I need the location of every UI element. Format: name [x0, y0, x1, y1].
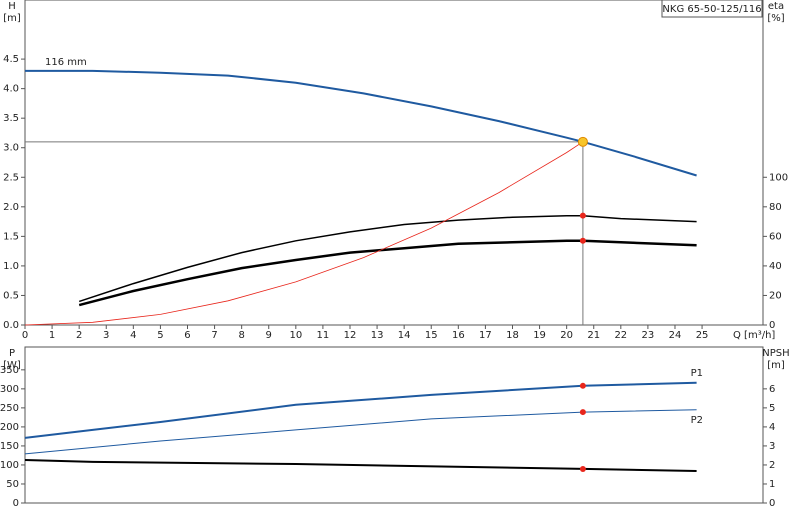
y-tick-label: 350 [0, 365, 19, 376]
y2-tick-label: 6 [769, 384, 775, 395]
y-tick-label: 1.5 [3, 231, 19, 242]
y2-tick-label: 1 [769, 479, 775, 490]
x-tick-label: 20 [560, 330, 573, 341]
y-tick-label: 200 [0, 422, 19, 433]
y-tick-label: 150 [0, 441, 19, 452]
x-tick-label: 0 [22, 330, 28, 341]
y-axis-unit: [W] [3, 360, 21, 371]
y2-axis-label: eta [768, 1, 784, 12]
y-tick-label: 0.0 [3, 320, 19, 331]
y2-tick-label: 0 [769, 498, 775, 509]
duty-marker [579, 382, 586, 389]
duty-marker [579, 212, 586, 219]
x-tick-label: 17 [479, 330, 492, 341]
x-tick-label: 14 [398, 330, 411, 341]
y-tick-label: 4.0 [3, 84, 19, 95]
series-line [25, 69, 697, 177]
x-tick-label: 25 [696, 330, 709, 341]
y2-tick-label: 60 [769, 231, 782, 242]
x-tick-label: 10 [289, 330, 302, 341]
y2-tick-label: 5 [769, 403, 775, 414]
y-tick-label: 3.0 [3, 143, 19, 154]
x-tick-label: 22 [614, 330, 627, 341]
y-axis-label: H [8, 1, 16, 12]
plot-frame [24, 0, 764, 326]
y-tick-label: 0 [13, 498, 19, 509]
x-tick-label: 24 [669, 330, 682, 341]
duty-marker [579, 237, 586, 244]
y-tick-label: 2.5 [3, 172, 19, 183]
x-tick-label: 1 [49, 330, 55, 341]
x-tick-label: 8 [238, 330, 244, 341]
y-tick-label: 0.5 [3, 290, 19, 301]
x-tick-label: 23 [642, 330, 655, 341]
y2-axis-label: NPSH [762, 348, 789, 359]
y2-tick-label: 80 [769, 202, 782, 213]
curve-label: P2 [691, 415, 703, 426]
y-tick-label: 4.5 [3, 54, 19, 65]
chart-title: NKG 65-50-125/116 [662, 4, 761, 15]
y-axis-label: P [9, 348, 15, 359]
duty-point [577, 136, 588, 147]
x-tick-label: 11 [317, 330, 330, 341]
series-line [78, 214, 697, 303]
x-tick-label: 21 [587, 330, 600, 341]
y2-tick-label: 100 [769, 172, 788, 183]
series-line [24, 459, 697, 472]
x-tick-label: 12 [344, 330, 357, 341]
series-line [24, 381, 697, 439]
x-tick-label: 16 [452, 330, 465, 341]
plot-frame [24, 346, 764, 504]
curve-label: 116 mm [45, 57, 87, 68]
title-box [661, 0, 763, 18]
x-axis-label: Q [m³/h] [733, 330, 775, 341]
x-tick-label: 4 [130, 330, 136, 341]
duty-marker [579, 465, 586, 472]
series-line [78, 239, 697, 307]
y-tick-label: 250 [0, 403, 19, 414]
x-tick-label: 2 [76, 330, 82, 341]
x-tick-label: 18 [506, 330, 519, 341]
x-tick-label: 13 [371, 330, 384, 341]
x-tick-label: 9 [266, 330, 272, 341]
y2-tick-label: 20 [769, 290, 782, 301]
series-line [24, 141, 584, 326]
x-tick-label: 19 [533, 330, 546, 341]
y2-tick-label: 2 [769, 460, 775, 471]
y-tick-label: 2.0 [3, 202, 19, 213]
y-tick-label: 50 [6, 479, 19, 490]
y-tick-label: 3.5 [3, 113, 19, 124]
series-line [24, 409, 697, 455]
duty-marker [579, 409, 586, 416]
y2-tick-label: 40 [769, 261, 782, 272]
x-tick-label: 6 [184, 330, 190, 341]
y2-axis-unit: [%] [767, 13, 784, 24]
x-tick-label: 3 [103, 330, 109, 341]
y2-tick-label: 0 [769, 320, 775, 331]
y2-axis-unit: [m] [767, 360, 785, 371]
y2-tick-label: 4 [769, 422, 775, 433]
curve-label: P1 [691, 368, 703, 379]
x-tick-label: 15 [425, 330, 438, 341]
y2-tick-label: 3 [769, 441, 775, 452]
y-tick-label: 100 [0, 460, 19, 471]
y-tick-label: 300 [0, 384, 19, 395]
x-tick-label: 7 [211, 330, 217, 341]
y-axis-unit: [m] [3, 13, 21, 24]
x-tick-label: 5 [157, 330, 163, 341]
y-tick-label: 1.0 [3, 261, 19, 272]
